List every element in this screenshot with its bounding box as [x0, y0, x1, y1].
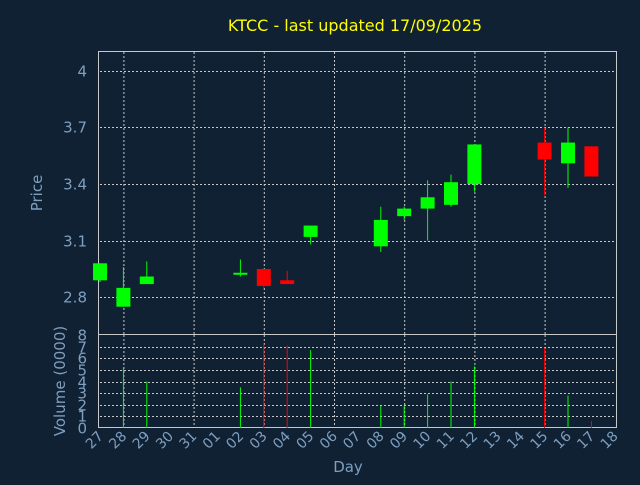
x-tick-label: 08 — [364, 429, 388, 453]
volume-tick-label: 4 — [77, 374, 87, 392]
candle-body — [444, 182, 458, 205]
candle-body — [256, 268, 271, 286]
volume-tick-label: 3 — [77, 385, 87, 403]
candle-down — [537, 127, 552, 196]
x-tick-label: 03 — [247, 429, 271, 453]
volume-panel-frame — [98, 334, 617, 428]
x-tick-label: 06 — [317, 428, 341, 452]
candle-body — [467, 144, 482, 185]
volume-tick-label: 5 — [77, 362, 87, 380]
volume-axis-label: Volume (0000) — [51, 326, 69, 436]
x-tick-label: 30 — [153, 429, 177, 453]
candle-up — [397, 206, 412, 220]
candle-up — [420, 180, 435, 241]
x-tick-label: 05 — [294, 429, 318, 453]
x-tick-label: 07 — [340, 429, 364, 453]
volume-tick-label: 1 — [77, 408, 87, 426]
candle-up — [561, 127, 575, 188]
x-tick-label: 29 — [130, 429, 154, 453]
candle-up — [93, 263, 107, 283]
price-tick-label: 3.7 — [63, 119, 87, 137]
volume-tick-label: 6 — [77, 350, 87, 368]
candle-body — [373, 219, 388, 247]
price-tick-label: 3.4 — [63, 176, 87, 194]
candle-body — [233, 272, 248, 275]
price-axis-label: Price — [28, 175, 46, 212]
x-tick-label: 02 — [223, 429, 247, 453]
chart-title: KTCC - last updated 17/09/2025 — [228, 16, 482, 35]
volume-tick-label: 0 — [77, 420, 87, 438]
x-tick-label: 12 — [457, 429, 481, 453]
candle-up — [444, 174, 458, 207]
x-tick-labels: 27 28 29 30 31 01 02 03 04 05 06 07 08 09 10 11 12 13 14 15… — [83, 428, 622, 452]
x-tick-label: 10 — [411, 429, 435, 453]
candle-up — [116, 267, 131, 307]
candle-up — [139, 261, 154, 285]
volume-grid — [100, 335, 616, 428]
candle-body — [303, 225, 318, 237]
price-tick-labels: 2.8 3.1 3.4 3.7 4 — [63, 63, 87, 307]
volume-tick-label: 8 — [77, 327, 87, 345]
candle-down — [256, 268, 271, 288]
x-tick-label: 14 — [504, 428, 528, 452]
price-grid — [100, 52, 616, 335]
x-tick-label: 11 — [434, 429, 458, 453]
candles — [93, 127, 599, 307]
x-tick-label: 18 — [598, 429, 622, 453]
x-tick-label: 04 — [270, 428, 294, 452]
candle-down — [280, 270, 295, 285]
candle-body — [420, 197, 435, 209]
x-tick-label: 16 — [551, 428, 575, 452]
x-tick-label: 31 — [177, 429, 201, 453]
candle-body — [584, 146, 599, 177]
candle-body — [561, 142, 575, 164]
candle-down — [584, 146, 599, 177]
candle-body — [93, 263, 107, 281]
candle-up — [467, 144, 482, 192]
price-panel-frame — [98, 51, 617, 335]
candle-body — [139, 276, 154, 285]
x-tick-label: 15 — [528, 429, 552, 453]
x-tick-label: 17 — [574, 429, 598, 453]
candle-body — [116, 287, 131, 307]
price-tick-label: 3.1 — [63, 233, 87, 251]
candle-body — [397, 208, 412, 217]
candle-up — [233, 259, 248, 277]
x-tick-label: 01 — [200, 429, 224, 453]
candle-body — [537, 142, 552, 160]
x-tick-label: 28 — [106, 429, 130, 453]
candle-up — [373, 206, 388, 252]
volume-tick-label: 7 — [77, 339, 87, 357]
price-tick-label: 4 — [77, 63, 87, 81]
x-tick-label: 13 — [481, 429, 505, 453]
candle-body — [280, 280, 295, 285]
volume-bars — [122, 344, 592, 428]
price-tick-label: 2.8 — [63, 289, 87, 307]
x-tick-label: 09 — [387, 429, 411, 453]
x-axis-label: Day — [333, 458, 363, 476]
volume-tick-label: 2 — [77, 397, 87, 415]
candle-up — [303, 225, 318, 245]
